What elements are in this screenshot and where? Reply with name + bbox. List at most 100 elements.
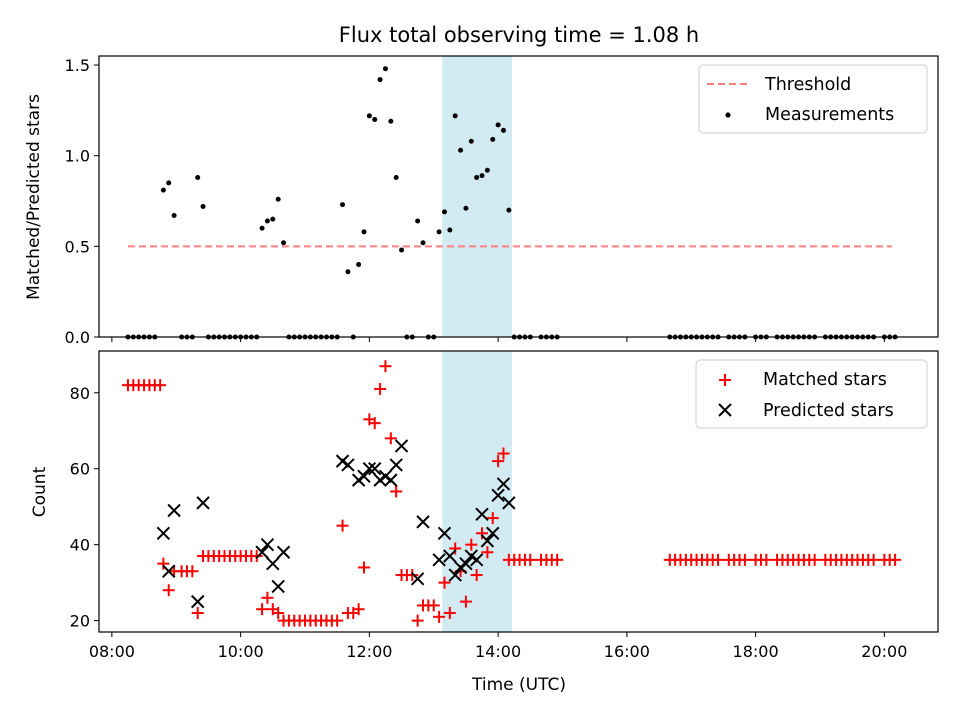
matched-star-marker — [433, 610, 446, 623]
measurement-point — [361, 229, 367, 235]
bottom-legend-box — [695, 359, 928, 429]
predicted-star-marker — [276, 545, 291, 559]
matched-star-marker — [154, 379, 167, 392]
measurement-point — [458, 147, 464, 153]
x-tick-label: 08:00 — [89, 642, 135, 661]
predicted-star-marker — [459, 556, 473, 571]
matched-star-marker — [449, 542, 462, 555]
bottom-panel: 08:00 10:00 12:00 14:00 16:00 18:00 20:00 20 40… — [30, 350, 939, 695]
x-tick-label: 12:00 — [346, 642, 392, 661]
matched-star-marker — [384, 432, 397, 445]
legend-predicted-swatch — [718, 403, 732, 417]
matched-stars-series — [121, 360, 902, 627]
matched-star-marker — [760, 553, 773, 566]
predicted-stars-series — [156, 439, 516, 609]
measurement-point — [281, 240, 287, 246]
matched-star-marker — [250, 550, 263, 563]
matched-star-marker — [368, 417, 381, 430]
measurement-point — [372, 116, 378, 122]
measurement-point — [382, 66, 388, 72]
predicted-star-marker — [486, 526, 500, 540]
legend-predicted-label: Predicted stars — [763, 401, 894, 421]
top-highlight-span — [442, 56, 513, 337]
highlight-span — [442, 351, 513, 632]
matched-star-marker — [551, 553, 564, 566]
y-tick-label: 80 — [70, 384, 90, 403]
predicted-star-marker — [416, 515, 430, 529]
matched-star-marker — [738, 553, 751, 566]
predicted-star-marker — [410, 572, 425, 586]
x-tick-label: 10:00 — [218, 642, 264, 661]
measurement-point — [366, 113, 372, 119]
matched-star-marker — [411, 614, 424, 627]
y-tick-label: 0.0 — [65, 328, 90, 347]
matched-star-marker — [465, 538, 478, 551]
predicted-star-marker — [271, 579, 285, 594]
matched-star-marker — [406, 569, 419, 582]
predicted-star-marker — [167, 503, 181, 518]
legend-measurements-label: Measurements — [765, 105, 894, 125]
predicted-star-marker — [362, 462, 377, 476]
x-tick-label: 18:00 — [733, 642, 779, 661]
measurement-point — [388, 118, 394, 124]
measurement-point — [345, 269, 351, 275]
x-tick-label: 20:00 — [861, 642, 907, 661]
predicted-star-marker — [260, 537, 275, 552]
matched-star-marker — [470, 569, 483, 582]
matched-star-marker — [358, 561, 371, 574]
predicted-star-marker — [190, 594, 205, 609]
matched-star-marker — [712, 553, 725, 566]
x-tick-label: 14:00 — [475, 642, 521, 661]
matched-star-marker — [331, 614, 344, 627]
legend-matched-label: Matched stars — [763, 370, 887, 390]
y-tick-label: 1.5 — [65, 56, 90, 75]
bottom-y-ticks: 20 40 60 80 — [70, 384, 99, 631]
predicted-star-marker — [368, 462, 382, 476]
matched-star-marker — [157, 557, 170, 570]
predicted-star-marker — [469, 553, 484, 567]
measurement-point — [479, 173, 485, 179]
measurement-point — [377, 77, 383, 83]
y-tick-label: 60 — [70, 460, 90, 479]
matched-star-marker — [186, 565, 199, 578]
measurement-point — [436, 229, 442, 235]
measurement-point — [200, 203, 206, 209]
matched-star-marker — [438, 576, 451, 589]
y-tick-label: 0.5 — [65, 237, 90, 256]
predicted-star-marker — [341, 458, 355, 472]
predicted-star-marker — [156, 526, 171, 540]
measurement-point — [420, 240, 426, 246]
bottom-y-axis-label: Count — [30, 466, 50, 517]
predicted-star-marker — [394, 439, 409, 453]
matched-star-marker — [336, 519, 349, 532]
predicted-star-marker — [266, 556, 280, 571]
measurement-point — [171, 213, 177, 219]
y-tick-label: 1.0 — [65, 147, 90, 166]
y-tick-label: 40 — [70, 536, 90, 555]
measurements-series — [125, 66, 898, 340]
predicted-star-marker — [443, 549, 457, 563]
predicted-star-marker — [448, 568, 462, 582]
measurement-point — [399, 247, 405, 253]
measurement-point — [195, 174, 201, 180]
matched-star-marker — [497, 447, 510, 460]
predicted-star-marker — [384, 473, 398, 487]
predicted-star-marker — [432, 553, 446, 567]
matched-star-marker — [390, 485, 403, 498]
predicted-star-marker — [357, 469, 371, 484]
bottom-x-ticks: 08:00 10:00 12:00 14:00 16:00 18:00 20:00 — [89, 632, 907, 661]
matched-star-marker — [374, 382, 387, 395]
measurement-point — [484, 167, 490, 173]
legend-matched-swatch — [719, 374, 731, 386]
bottom-highlight-span — [442, 351, 513, 632]
matched-star-marker — [272, 607, 285, 620]
matched-star-marker — [352, 603, 365, 616]
predicted-star-marker — [389, 458, 403, 472]
measurement-point — [264, 218, 270, 224]
matched-star-marker — [808, 553, 821, 566]
matched-star-marker — [867, 553, 880, 566]
matched-star-marker — [476, 527, 489, 540]
measurement-point — [356, 261, 362, 267]
measurement-point — [452, 113, 458, 119]
